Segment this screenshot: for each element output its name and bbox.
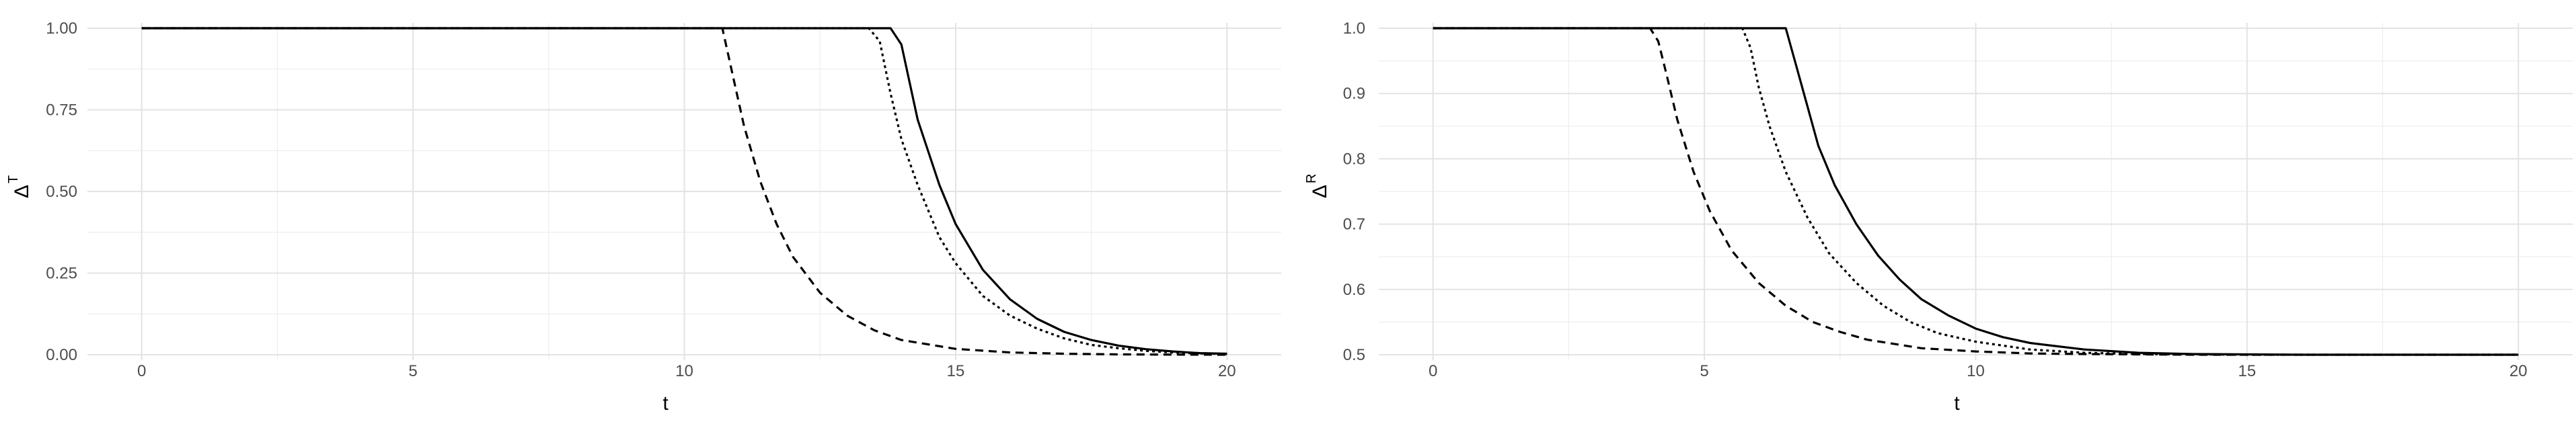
dotted-series-line [141, 27, 1227, 355]
x-tick-label: 15 [2238, 362, 2257, 380]
y-axis-label-group: ΔR [1304, 174, 1331, 198]
y-tick-label: 0.8 [1343, 150, 1365, 168]
y-tick-label: 0.00 [46, 346, 77, 364]
dashed-series-line [1433, 27, 2519, 356]
dotted-series-line [1433, 27, 2519, 356]
x-tick-label: 5 [408, 362, 417, 380]
y-axis-label-superscript: R [1304, 174, 1319, 183]
x-tick-label: 15 [947, 362, 965, 380]
x-tick-label: 20 [2509, 362, 2528, 380]
y-tick-label: 0.6 [1343, 281, 1365, 299]
y-tick-label: 1.0 [1343, 19, 1365, 38]
x-tick-label: 5 [1700, 362, 1708, 380]
x-tick-label: 0 [1429, 362, 1437, 380]
x-tick-label: 10 [1967, 362, 1985, 380]
x-tick-label: 10 [675, 362, 693, 380]
x-axis-label: t [662, 392, 669, 415]
delta-t-panel: 0 5 10 15 20 0.00 0.25 0.50 0.75 1.00 t ΔT [6, 19, 1281, 415]
y-tick-label: 0.9 [1343, 85, 1365, 103]
x-tick-label: 0 [137, 362, 146, 380]
solid-series-line [141, 27, 1227, 355]
y-axis-label-superscript: T [6, 175, 21, 183]
y-tick-label: 1.00 [46, 19, 77, 38]
y-axis-label: Δ [1309, 185, 1331, 198]
y-axis-label: Δ [11, 185, 33, 198]
solid-series-line [1433, 27, 2519, 356]
y-tick-label: 0.7 [1343, 216, 1365, 234]
y-tick-label: 0.25 [46, 265, 77, 283]
y-tick-label: 0.5 [1343, 346, 1365, 364]
x-tick-label: 20 [1218, 362, 1236, 380]
y-tick-label: 0.75 [46, 101, 77, 120]
dashed-series-line [141, 27, 1227, 356]
y-axis-label-group: ΔT [6, 175, 33, 198]
x-axis-label: t [1954, 392, 1960, 415]
y-tick-label: 0.50 [46, 183, 77, 201]
delta-r-panel: 0 5 10 15 20 0.5 0.6 0.7 0.8 0.9 1.0 t ΔR [1304, 19, 2573, 415]
